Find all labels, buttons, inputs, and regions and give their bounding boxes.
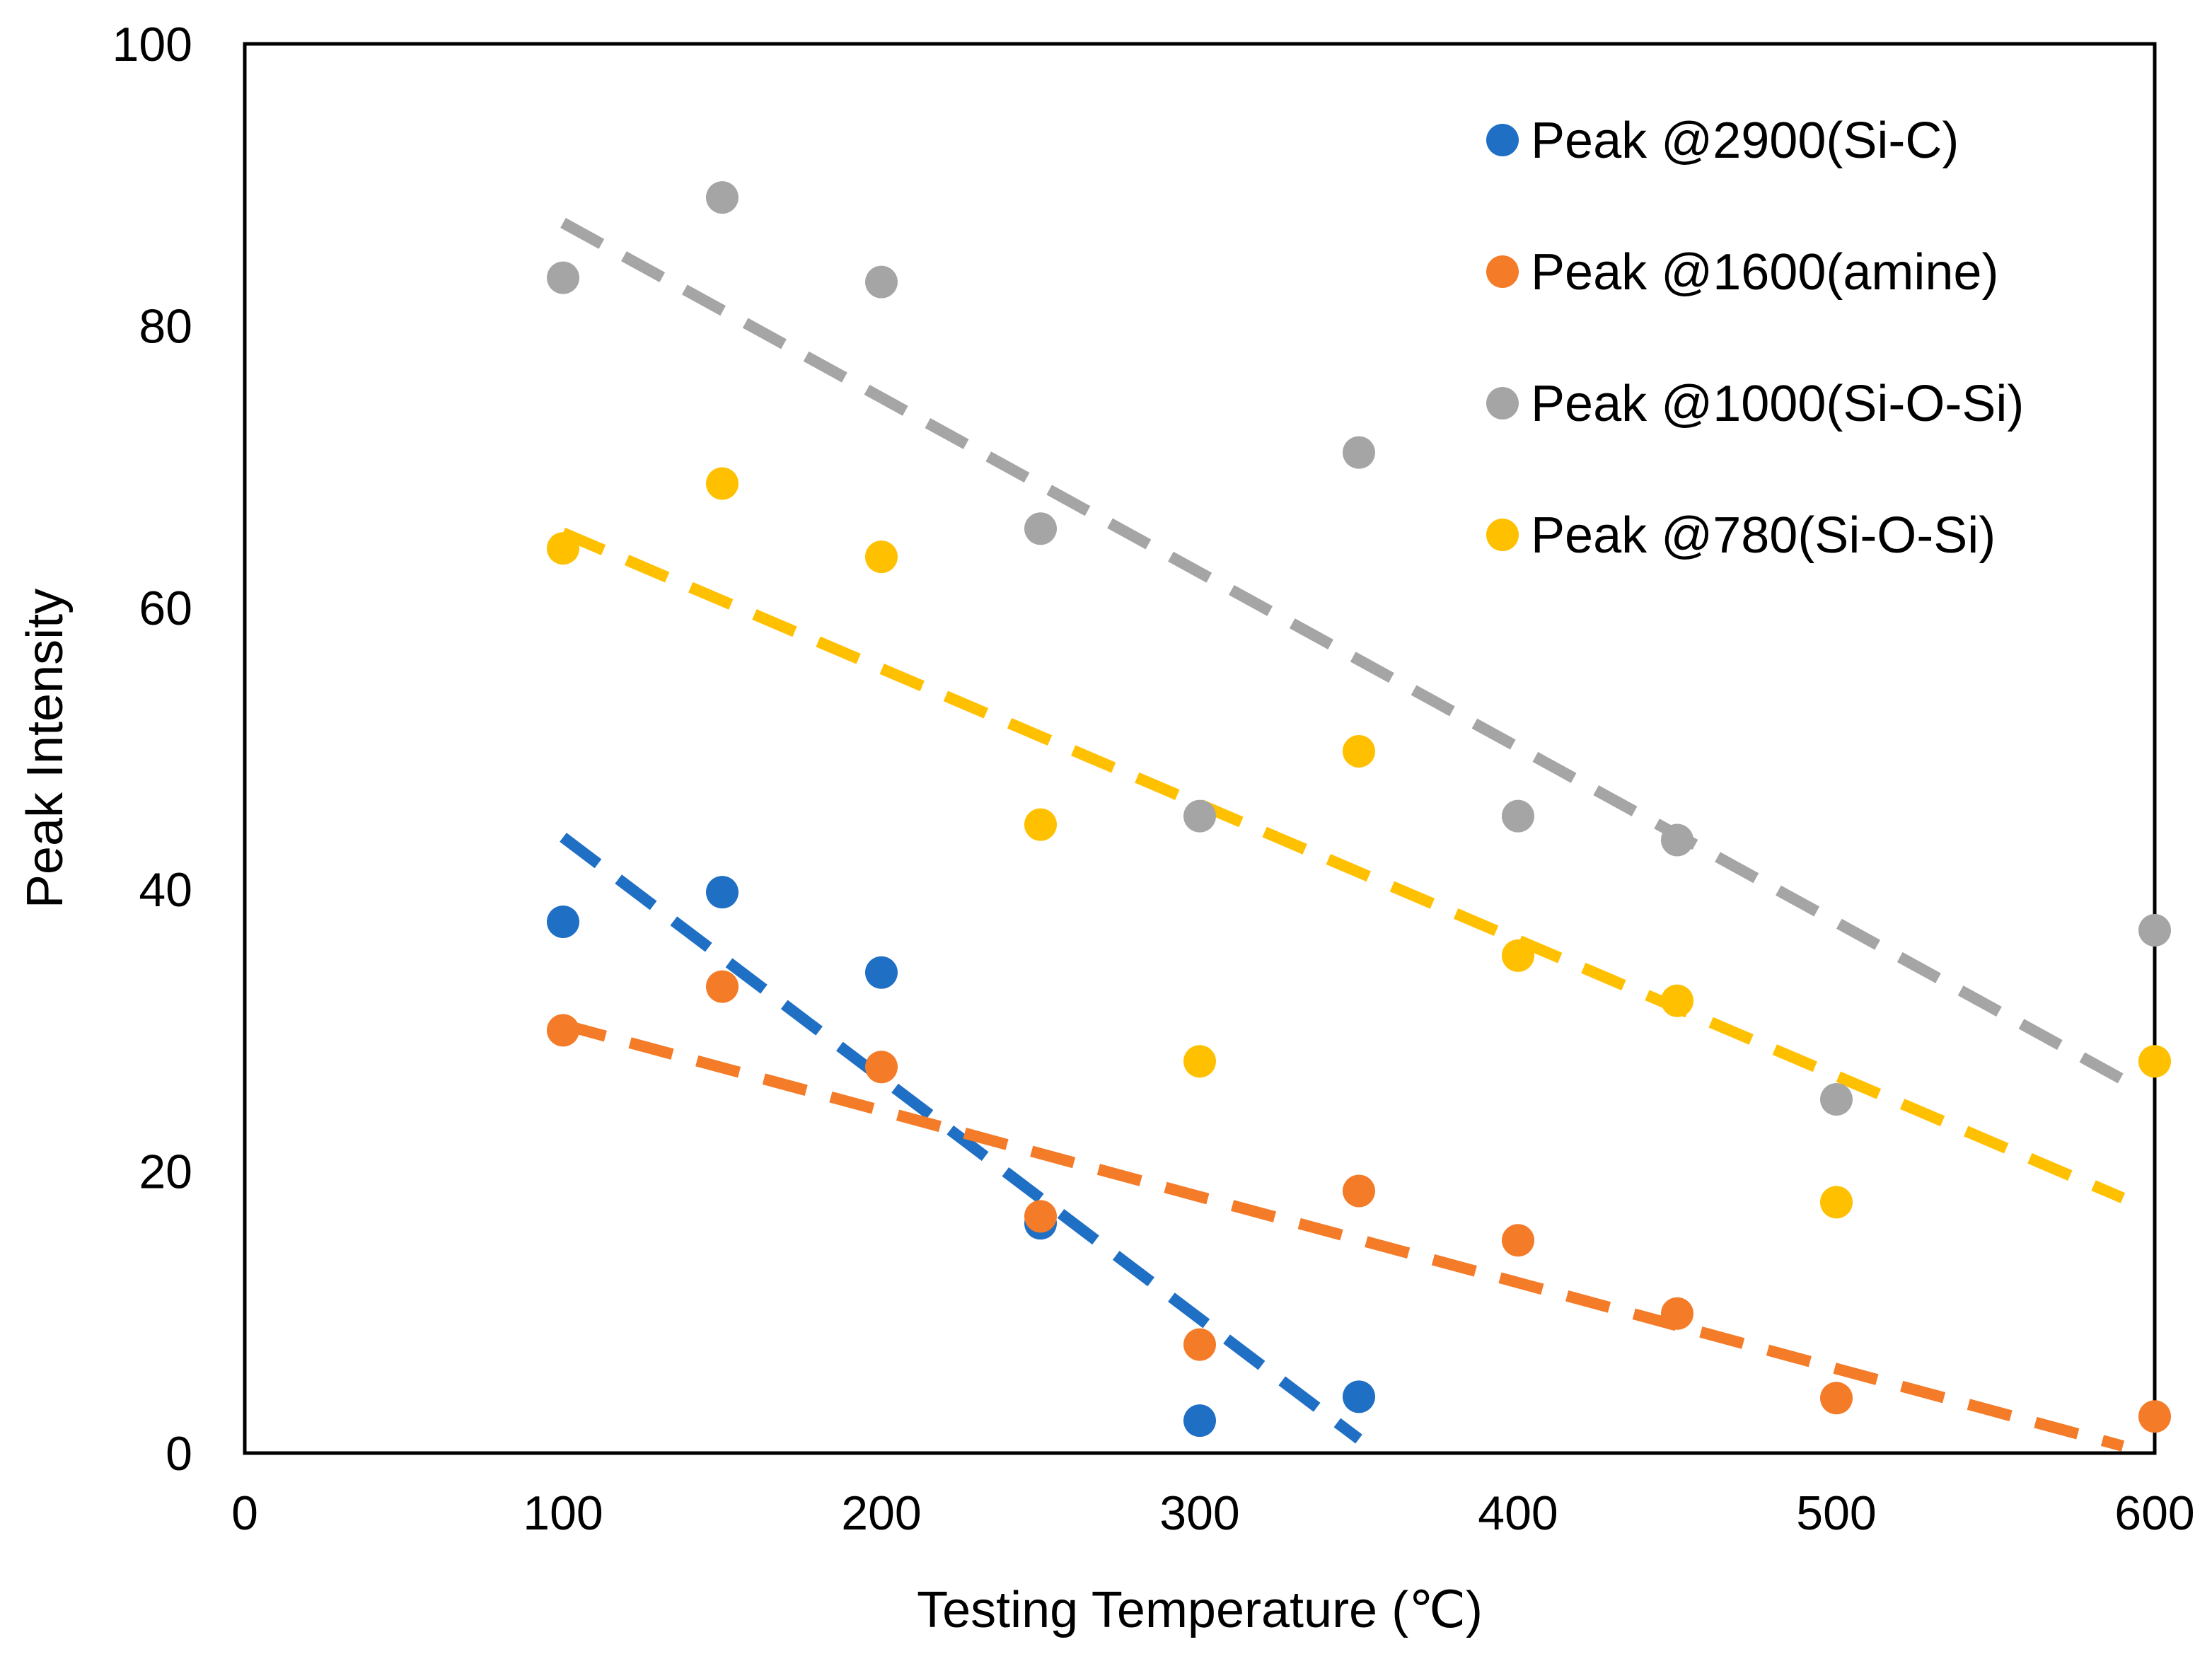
y-tick-label: 0 xyxy=(166,1427,192,1481)
x-tick-label: 500 xyxy=(1796,1486,1876,1540)
data-point xyxy=(1343,1174,1375,1208)
data-point xyxy=(547,906,579,939)
legend-label: Peak @1600(amine) xyxy=(1531,244,1998,301)
data-point xyxy=(1183,1328,1216,1361)
data-point xyxy=(1024,1200,1057,1233)
trendline xyxy=(560,527,2126,1203)
data-point xyxy=(1343,1380,1375,1413)
data-point xyxy=(1024,808,1057,841)
data-point xyxy=(1820,1382,1853,1415)
x-tick-label: 100 xyxy=(523,1486,603,1540)
data-point xyxy=(865,1051,898,1084)
data-point xyxy=(1183,1404,1216,1438)
data-point xyxy=(706,467,739,500)
x-tick-label: 200 xyxy=(841,1486,921,1540)
data-point xyxy=(1343,734,1375,768)
data-point xyxy=(1502,1224,1534,1257)
data-point xyxy=(865,265,898,299)
y-tick-label: 40 xyxy=(139,863,192,917)
legend-label: Peak @1000(Si-O-Si) xyxy=(1531,376,2024,432)
x-tick-label: 300 xyxy=(1159,1486,1239,1540)
data-point xyxy=(1661,1297,1693,1330)
legend-label: Peak @780(Si-O-Si) xyxy=(1531,507,1996,564)
legend: Peak @2900(Si-C) Peak @1600(amine) Peak @1… xyxy=(1486,112,2024,564)
data-point xyxy=(1183,1045,1216,1078)
legend-marker xyxy=(1486,387,1519,420)
data-point xyxy=(865,956,898,989)
data-point xyxy=(1661,984,1693,1017)
data-points xyxy=(547,181,2171,1438)
y-tick-label: 80 xyxy=(139,299,192,353)
trendlines xyxy=(560,217,2126,1452)
data-point xyxy=(706,876,739,909)
data-point xyxy=(1661,823,1693,857)
data-point xyxy=(1820,1186,1853,1219)
x-tick-label: 0 xyxy=(231,1486,258,1540)
x-axis-ticks: 0 100 200 300 400 500 600 xyxy=(231,1486,2195,1540)
data-point xyxy=(1820,1083,1853,1116)
data-point xyxy=(547,261,579,294)
data-point xyxy=(547,1014,579,1047)
data-point xyxy=(1502,799,1534,833)
data-point xyxy=(706,970,739,1003)
y-tick-label: 60 xyxy=(139,582,192,635)
data-point xyxy=(2138,1400,2171,1433)
y-axis-ticks: 0 20 40 60 80 100 xyxy=(112,18,192,1481)
x-tick-label: 400 xyxy=(1478,1486,1558,1540)
y-axis-title: Peak Intensity xyxy=(17,589,74,908)
trendline xyxy=(560,217,2126,1085)
legend-label: Peak @2900(Si-C) xyxy=(1531,112,1959,169)
data-point xyxy=(1024,512,1057,545)
trendline xyxy=(560,833,1362,1444)
data-point xyxy=(2138,1045,2171,1078)
legend-marker xyxy=(1486,124,1519,156)
data-point xyxy=(865,540,898,574)
trendline xyxy=(561,1019,2125,1452)
data-point xyxy=(2138,913,2171,947)
y-tick-label: 20 xyxy=(139,1145,192,1199)
legend-marker xyxy=(1486,519,1519,551)
data-point xyxy=(1183,799,1216,833)
x-axis-title: Testing Temperature (℃) xyxy=(917,1582,1483,1638)
x-tick-label: 600 xyxy=(2114,1486,2194,1540)
data-point xyxy=(1502,939,1534,972)
data-point xyxy=(1343,436,1375,469)
plot-frame xyxy=(243,42,2157,1455)
legend-marker xyxy=(1486,255,1519,288)
data-point xyxy=(547,532,579,565)
y-tick-label: 100 xyxy=(112,18,192,71)
data-point xyxy=(706,181,739,214)
